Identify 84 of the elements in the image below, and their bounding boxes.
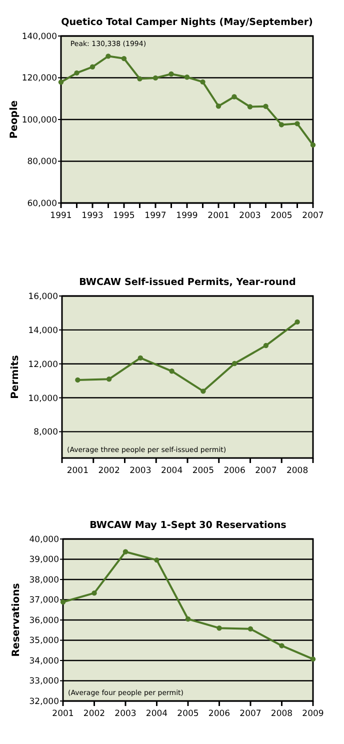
y-tick-label: 33,000 xyxy=(29,676,59,687)
point xyxy=(200,79,206,85)
point xyxy=(92,590,97,596)
point xyxy=(106,376,112,382)
y-axis-title: Reservations xyxy=(11,583,22,657)
x-tick-label: 1991 xyxy=(50,211,72,221)
point xyxy=(232,360,238,366)
point xyxy=(152,75,158,81)
x-tick-label: 2007 xyxy=(255,466,277,476)
y-tick-label: 16,000 xyxy=(28,292,58,302)
y-tick-label: 60,000 xyxy=(27,198,57,209)
point xyxy=(74,70,80,76)
point xyxy=(200,388,206,394)
y-tick-label: 10,000 xyxy=(28,394,58,404)
y-tick-label: 100,000 xyxy=(22,115,57,126)
point xyxy=(106,54,111,59)
point xyxy=(263,342,269,348)
point xyxy=(121,56,127,62)
point xyxy=(169,368,174,374)
point xyxy=(184,74,190,80)
x-tick-label: 2004 xyxy=(146,709,168,719)
point xyxy=(247,104,253,110)
x-tick-label: 2003 xyxy=(239,211,261,221)
point xyxy=(263,104,268,109)
y-tick-label: 34,000 xyxy=(29,656,59,666)
point xyxy=(138,355,144,361)
y-axis-title: Permits xyxy=(10,355,21,399)
point xyxy=(310,656,316,662)
x-tick-label: 2008 xyxy=(270,709,293,719)
y-tick-label: 12,000 xyxy=(28,360,58,370)
point xyxy=(216,104,222,109)
x-tick-label: 2003 xyxy=(114,709,136,719)
y-tick-label: 8,000 xyxy=(34,428,58,438)
y-axis-title: People xyxy=(9,100,20,139)
y-tick-label: 38,000 xyxy=(29,575,59,586)
x-tick-label: 2007 xyxy=(302,211,324,221)
y-tick-label: 39,000 xyxy=(29,555,59,566)
x-tick-label: 2005 xyxy=(270,211,292,221)
x-tick-label: 2002 xyxy=(98,466,120,476)
x-tick-label: 2001 xyxy=(52,709,74,719)
y-tick-label: 37,000 xyxy=(29,596,59,606)
y-tick-label: 40,000 xyxy=(29,534,59,545)
x-tick-label: 2004 xyxy=(160,466,183,476)
chart-title: BWCAW May 1-Sept 30 Reservations xyxy=(90,520,287,531)
x-tick-label: 2008 xyxy=(286,466,308,476)
x-tick-label: 2001 xyxy=(66,466,89,476)
x-tick-label: 2009 xyxy=(302,709,324,719)
x-tick-label: 1993 xyxy=(82,211,104,221)
point xyxy=(75,377,80,383)
point xyxy=(310,142,316,148)
y-tick-label: 120,000 xyxy=(22,74,57,84)
y-tick-label: 140,000 xyxy=(22,32,57,42)
point xyxy=(122,549,128,554)
y-tick-label: 32,000 xyxy=(29,696,59,707)
point xyxy=(137,76,142,82)
point xyxy=(168,71,174,77)
x-tick-label: 1997 xyxy=(144,211,166,221)
point xyxy=(154,557,160,563)
x-tick-label: 2007 xyxy=(240,709,262,719)
point xyxy=(278,122,284,128)
point xyxy=(58,80,64,85)
point xyxy=(294,121,300,126)
point xyxy=(185,616,191,622)
y-tick-label: 80,000 xyxy=(27,157,57,168)
x-tick-label: 1995 xyxy=(113,211,135,221)
point xyxy=(279,643,284,648)
point xyxy=(90,64,96,70)
x-tick-label: 2006 xyxy=(208,709,230,719)
x-tick-label: 1999 xyxy=(176,211,198,221)
x-tick-label: 2002 xyxy=(83,709,106,719)
x-tick-label: 2005 xyxy=(177,709,199,719)
y-tick-label: 35,000 xyxy=(29,636,59,646)
x-tick-label: 2003 xyxy=(130,466,152,476)
x-tick-label: 2005 xyxy=(192,466,214,476)
y-tick-label: 36,000 xyxy=(29,616,59,626)
chart-title: BWCAW Self-issued Permits, Year-round xyxy=(79,277,296,288)
y-tick-label: 14,000 xyxy=(28,326,58,336)
chart-title: Quetico Total Camper Nights (May/September) xyxy=(61,17,313,28)
point xyxy=(294,319,300,325)
point xyxy=(248,626,254,632)
point xyxy=(232,94,237,100)
x-tick-label: 2001 xyxy=(208,211,230,221)
x-tick-label: 2006 xyxy=(224,466,246,476)
point xyxy=(216,626,222,631)
